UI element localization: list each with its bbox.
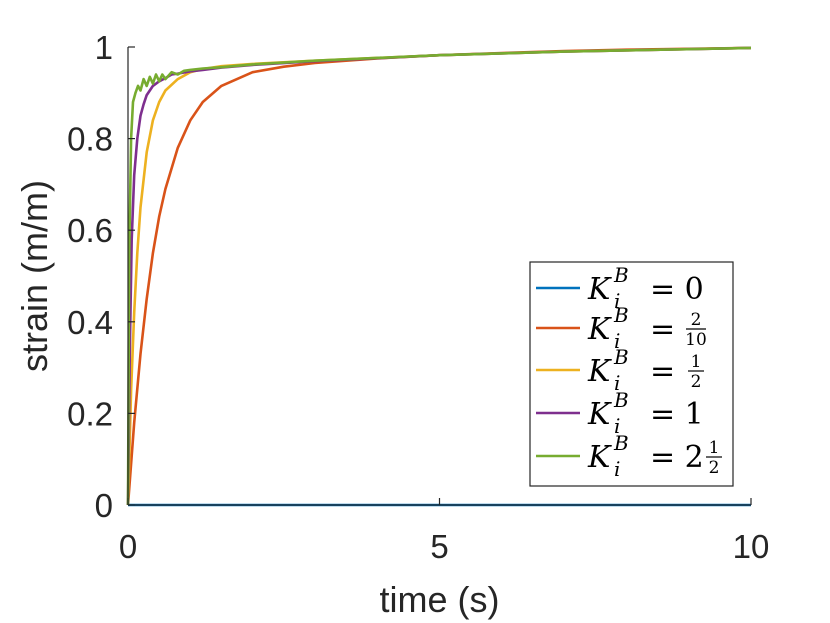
y-tick-label: 0.4 bbox=[67, 304, 113, 341]
legend-item: K Bi = 0 bbox=[536, 263, 704, 313]
legend-base: K bbox=[587, 397, 612, 432]
legend-superscript: B bbox=[613, 303, 629, 327]
legend-rhs: = 1 bbox=[650, 397, 704, 432]
legend-subscript: i bbox=[614, 329, 620, 353]
y-tick-label: 0.2 bbox=[67, 395, 113, 432]
legend-superscript: B bbox=[613, 388, 629, 412]
fraction-denominator: 2 bbox=[709, 458, 720, 478]
fraction-numerator: 1 bbox=[691, 352, 702, 372]
axes bbox=[127, 46, 752, 506]
legend-subscript: i bbox=[614, 371, 620, 395]
legend-base: K bbox=[587, 312, 612, 347]
legend-rhs: = bbox=[650, 354, 675, 389]
y-tick-label: 0.6 bbox=[67, 212, 113, 249]
y-axis-label: strain (m/m) bbox=[14, 180, 55, 372]
legend-base: K bbox=[587, 272, 612, 307]
x-tick-label: 10 bbox=[733, 528, 770, 565]
legend-rhs: = bbox=[650, 312, 675, 347]
legend-rhs: = 0 bbox=[650, 272, 704, 307]
legend-subscript: i bbox=[614, 289, 620, 313]
legend-item: K Bi = 12 bbox=[536, 345, 704, 395]
legend-superscript: B bbox=[613, 263, 629, 287]
legend-item: K Bi = 210 bbox=[536, 303, 707, 353]
legend-box bbox=[529, 261, 734, 487]
tick-labels: 0 5 10 0 0.2 0.4 0.6 0.8 1 bbox=[67, 29, 769, 565]
legend-superscript: B bbox=[613, 345, 629, 369]
y-tick-label: 0 bbox=[95, 487, 113, 524]
legend-superscript: B bbox=[613, 431, 629, 455]
fraction-denominator: 10 bbox=[685, 330, 707, 350]
legend-fraction: 12 bbox=[706, 438, 722, 478]
y-tick-label: 0.8 bbox=[67, 121, 113, 158]
legend-fraction: 210 bbox=[685, 310, 707, 350]
series-line-5 bbox=[126, 46, 752, 506]
y-tick-label: 1 bbox=[95, 29, 113, 66]
legend-base: K bbox=[587, 354, 612, 389]
x-tick-label: 5 bbox=[430, 528, 448, 565]
legend-fraction: 12 bbox=[688, 352, 704, 392]
fraction-numerator: 1 bbox=[709, 438, 720, 458]
x-axis-label: time (s) bbox=[380, 579, 500, 620]
legend-item: K Bi = 2 12 bbox=[536, 431, 722, 481]
legend-subscript: i bbox=[614, 414, 620, 438]
legend-rhs: = 2 bbox=[650, 440, 704, 475]
fraction-numerator: 2 bbox=[691, 310, 702, 330]
legend-item: K Bi = 1 bbox=[536, 388, 704, 438]
legend-subscript: i bbox=[614, 457, 620, 481]
legend-base: K bbox=[587, 440, 612, 475]
fraction-denominator: 2 bbox=[691, 372, 702, 392]
x-tick-label: 0 bbox=[119, 528, 137, 565]
